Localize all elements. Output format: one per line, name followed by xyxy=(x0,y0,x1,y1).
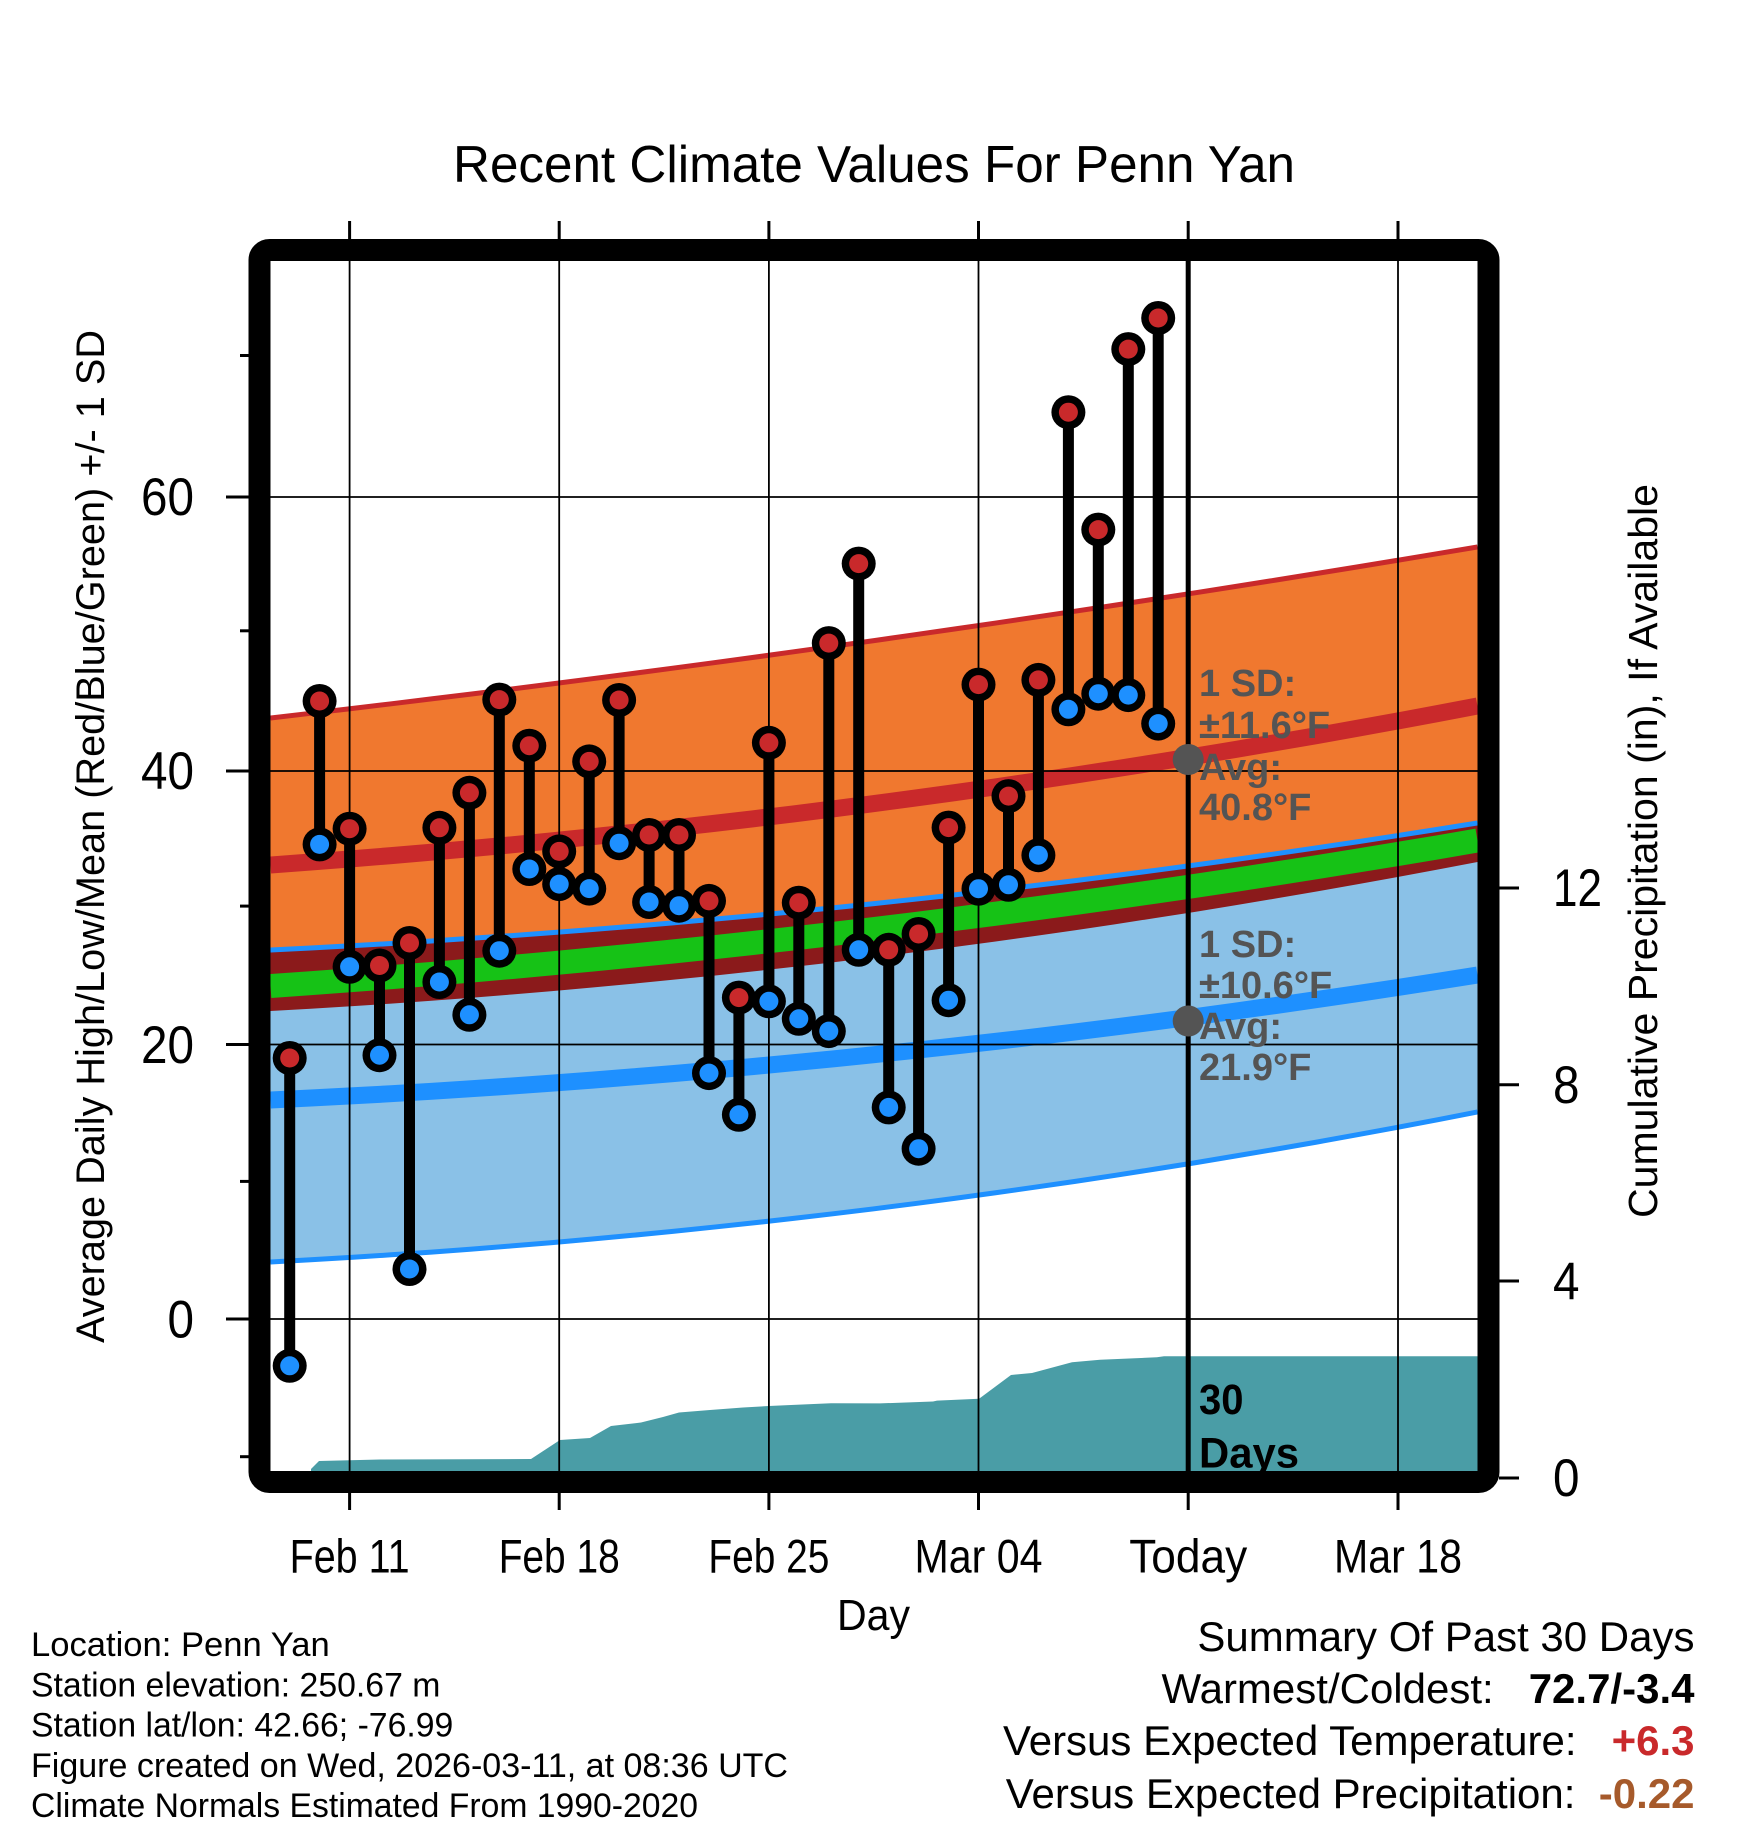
svg-text:30: 30 xyxy=(1199,1376,1244,1424)
svg-text:Feb 11: Feb 11 xyxy=(290,1530,410,1583)
svg-text:Days: Days xyxy=(1199,1430,1299,1478)
svg-text:21.9°F: 21.9°F xyxy=(1199,1047,1311,1089)
svg-text:Climate Normals Estimated From: Climate Normals Estimated From 1990-2020 xyxy=(31,1787,698,1825)
svg-text:1 SD:: 1 SD: xyxy=(1199,924,1296,966)
svg-text:40: 40 xyxy=(141,742,194,801)
svg-text:Feb 25: Feb 25 xyxy=(708,1530,829,1583)
svg-text:Avg:: Avg: xyxy=(1199,1006,1282,1048)
svg-text:Avg:: Avg: xyxy=(1199,747,1282,789)
svg-text:Warmest/Coldest: 72.7/-3.4: Warmest/Coldest: 72.7/-3.4 xyxy=(1162,1665,1696,1712)
svg-text:Versus Expected Temperature:: Versus Expected Temperature: +6.3 xyxy=(1003,1717,1694,1764)
svg-text:0: 0 xyxy=(1553,1449,1580,1508)
svg-text:Mar 18: Mar 18 xyxy=(1334,1530,1462,1583)
svg-text:4: 4 xyxy=(1553,1253,1580,1312)
svg-text:12: 12 xyxy=(1553,859,1602,918)
svg-text:Feb 18: Feb 18 xyxy=(499,1530,620,1583)
svg-text:Recent Climate Values For Penn: Recent Climate Values For Penn Yan xyxy=(453,136,1295,194)
svg-text:±10.6°F: ±10.6°F xyxy=(1199,965,1332,1007)
svg-text:Location: Penn Yan: Location: Penn Yan xyxy=(31,1626,330,1664)
svg-text:Station lat/lon: 42.66; -76.99: Station lat/lon: 42.66; -76.99 xyxy=(31,1707,453,1745)
svg-text:Today: Today xyxy=(1129,1530,1247,1583)
svg-text:Average Daily High/Low/Mean (R: Average Daily High/Low/Mean (Red/Blue/Gr… xyxy=(69,330,113,1343)
svg-text:1 SD:: 1 SD: xyxy=(1199,663,1296,705)
svg-text:Day: Day xyxy=(837,1591,910,1640)
svg-text:Summary Of Past 30 Days: Summary Of Past 30 Days xyxy=(1197,1613,1694,1660)
svg-text:Cumulative Precipitation (in),: Cumulative Precipitation (in), If Availa… xyxy=(1620,484,1666,1218)
svg-text:Figure created on Wed, 2026-03: Figure created on Wed, 2026-03-11, at 08… xyxy=(31,1747,788,1785)
svg-text:0: 0 xyxy=(168,1291,195,1350)
svg-text:Station elevation: 250.67 m: Station elevation: 250.67 m xyxy=(31,1666,440,1704)
svg-text:Versus Expected Precipitation:: Versus Expected Precipitation: -0.22 xyxy=(1006,1770,1695,1817)
svg-text:Mar 04: Mar 04 xyxy=(915,1530,1043,1583)
svg-text:8: 8 xyxy=(1553,1056,1580,1115)
svg-text:40.8°F: 40.8°F xyxy=(1199,787,1311,829)
svg-text:60: 60 xyxy=(141,468,194,527)
svg-text:±11.6°F: ±11.6°F xyxy=(1199,705,1330,747)
svg-text:20: 20 xyxy=(141,1016,194,1075)
